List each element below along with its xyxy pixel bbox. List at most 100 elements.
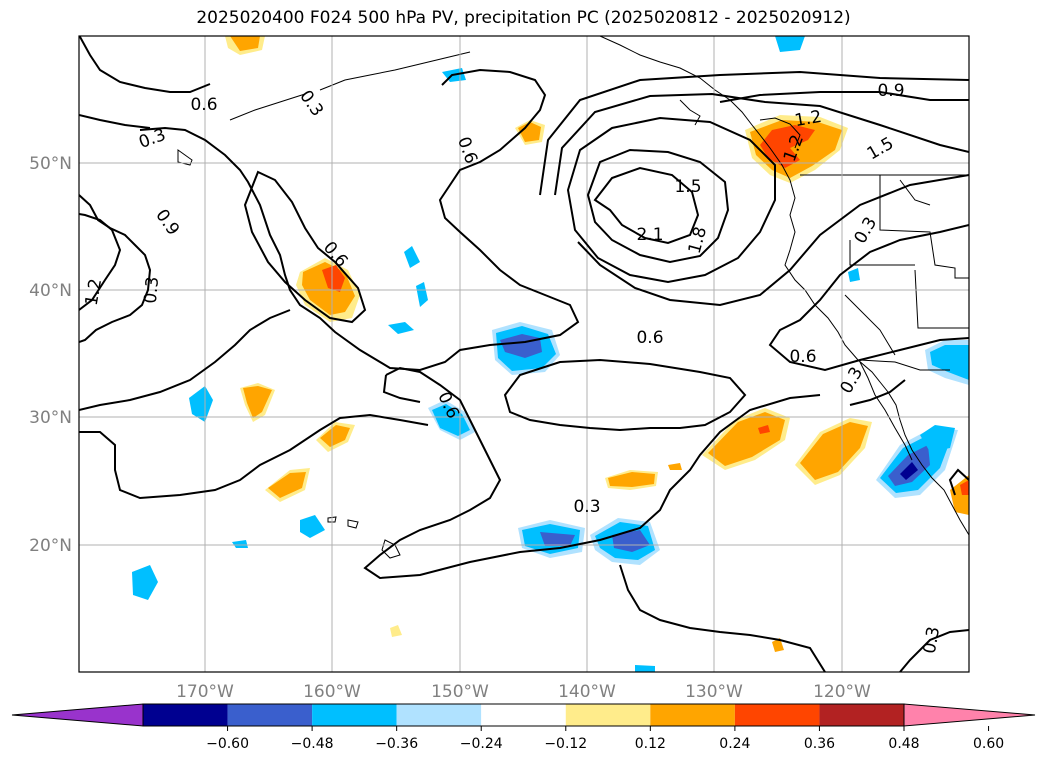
svg-text:0.6: 0.6 [636, 328, 663, 348]
pv-contour [503, 358, 747, 432]
precip-blob [189, 386, 213, 422]
lon-tick-label: 170°W [176, 682, 234, 702]
precip-blob [800, 422, 868, 480]
colorbar-tick-label: 0.60 [973, 736, 1004, 752]
contour-label: 0.3 [920, 625, 944, 655]
colorbar-tick-label: −0.12 [544, 736, 587, 752]
pv-contour [577, 174, 969, 307]
svg-text:0.9: 0.9 [877, 81, 904, 101]
pv-contour [382, 374, 421, 403]
precip-blob [388, 322, 414, 334]
page-title: 2025020400 F024 500 hPa PV, precipitatio… [196, 8, 851, 28]
pv-contour [539, 70, 969, 196]
precip-blob [920, 425, 955, 452]
lat-tick-label: 30°N [29, 408, 72, 428]
precip-blob [775, 36, 805, 52]
precip-blob [404, 246, 420, 268]
lon-tick-label: 140°W [558, 682, 616, 702]
precip-blob [772, 638, 784, 652]
colorbar-segment [396, 704, 482, 726]
map-frame [78, 35, 970, 673]
precip-blob [708, 412, 785, 466]
latitude-tick-labels: 50°N 40°N 30°N 20°N [29, 154, 72, 556]
precip-blob [320, 425, 350, 447]
contour-label: 0.9 [877, 81, 904, 101]
coastline [327, 516, 337, 523]
colorbar-tick-label: 0.12 [635, 736, 666, 752]
colorbar-tick-label: 0.36 [804, 736, 835, 752]
colorbar-outline [142, 703, 905, 727]
precip-blob [268, 472, 306, 498]
pv-contour [79, 413, 429, 500]
precip-blob [518, 122, 541, 142]
pv-contour [586, 148, 730, 264]
pv-contour [79, 36, 211, 93]
pv-contour [79, 114, 151, 129]
precip-blob [900, 462, 918, 480]
precip-blob [960, 480, 969, 495]
contour-label: 1.5 [674, 177, 701, 197]
lat-tick-label: 20°N [29, 536, 72, 556]
lat-tick-label: 50°N [29, 154, 72, 174]
pv-contour [899, 629, 969, 672]
precip-blob [390, 625, 402, 637]
precip-blob [540, 532, 575, 546]
precip-blob [416, 282, 428, 307]
precipitation-shading [132, 36, 969, 672]
pv-contours [79, 36, 969, 672]
precip-blob [760, 125, 815, 168]
svg-text:1.5: 1.5 [674, 177, 701, 197]
svg-text:0.6: 0.6 [190, 95, 217, 115]
svg-text:1.2: 1.2 [793, 107, 823, 131]
precip-blob [758, 425, 770, 434]
border [879, 175, 969, 279]
colorbar-segment [481, 704, 566, 726]
border [849, 240, 915, 266]
longitude-tick-labels: 170°W 160°W 150°W 140°W 130°W 120°W [176, 682, 871, 702]
contour-label: 0.6 [789, 347, 816, 367]
coastline [859, 361, 913, 461]
colorbar-tick-label: 0.24 [719, 736, 750, 752]
contour-label: 0.3 [573, 497, 600, 517]
lon-tick-label: 120°W [813, 682, 871, 702]
lon-tick-label: 130°W [685, 682, 743, 702]
precip-blob [608, 472, 655, 487]
coastline [177, 149, 193, 166]
colorbar-tick-label: −0.24 [460, 736, 503, 752]
coastline [229, 93, 306, 121]
lon-tick-label: 160°W [303, 682, 361, 702]
colorbar-tick-label: −0.36 [375, 736, 418, 752]
contour-label: 2.1 [636, 225, 663, 245]
colorbar-tick-label: −0.60 [206, 736, 249, 752]
precip-blob [322, 265, 345, 292]
colorbar-segment [819, 704, 904, 726]
pv-contour [719, 91, 969, 103]
pv-contour [948, 468, 969, 496]
colorbar-tick-label: −0.48 [291, 736, 334, 752]
pv-contour [139, 68, 580, 372]
contour-label: 0.6 [636, 328, 663, 348]
precip-blob [230, 36, 260, 51]
contour-label: 0.3 [141, 276, 163, 305]
coastline [319, 51, 471, 91]
colorbar-segment [227, 704, 313, 726]
coastline [347, 519, 359, 529]
precip-blob [930, 345, 969, 380]
precip-blob [668, 463, 682, 470]
colorbar-segment [734, 704, 820, 726]
coastline [599, 36, 969, 536]
precip-blob [300, 515, 325, 538]
border [844, 294, 896, 356]
pv-contour [79, 309, 291, 411]
colorbar-extend-high [903, 703, 1036, 727]
precip-blob [132, 565, 158, 600]
pv-contour [768, 224, 969, 372]
coastlines [177, 36, 969, 559]
contour-label: 0.6 [190, 95, 217, 115]
pv-contour [619, 564, 826, 672]
colorbar-segment [143, 704, 228, 726]
colorbar: −0.60 −0.48 −0.36 −0.24 −0.12 0.12 0.24 0.36 0.4… [11, 703, 1036, 752]
colorbar-segment [565, 704, 651, 726]
precip-blob [848, 268, 860, 282]
